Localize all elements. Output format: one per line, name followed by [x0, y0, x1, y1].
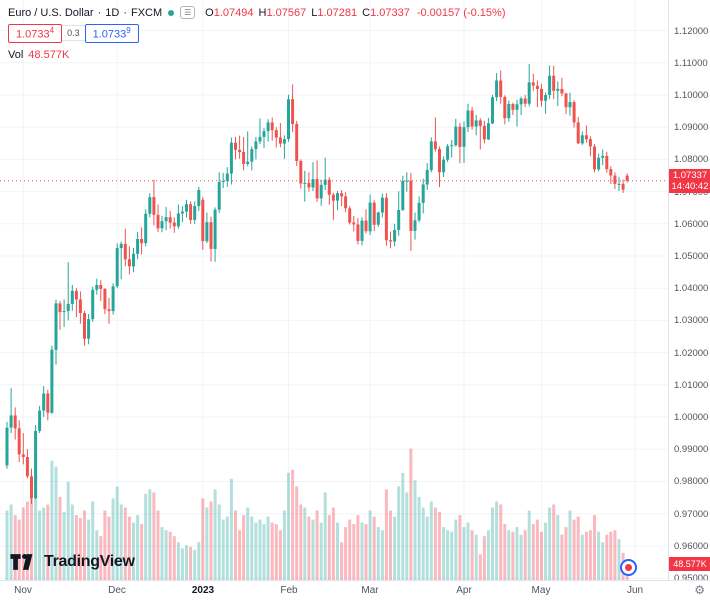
- bar-countdown: 14:40:42: [671, 181, 709, 192]
- time-axis-label: Apr: [456, 585, 472, 596]
- legend-menu-icon[interactable]: ☰: [180, 6, 196, 19]
- price-axis-label: 1.06000: [674, 219, 709, 230]
- price-axis-label: 1.02000: [674, 348, 709, 359]
- spread-value: 0.3: [62, 25, 85, 42]
- tradingview-logo-text: TradingView: [44, 553, 135, 570]
- low-value: 1.07281: [317, 6, 358, 19]
- current-price-label: 1.07337 14:40:42: [669, 169, 710, 193]
- sell-price-button[interactable]: 1.07334: [8, 24, 63, 43]
- close-value: 1.07337: [370, 6, 410, 19]
- exchange-label: FXCM: [131, 6, 163, 19]
- close-label: C: [362, 6, 371, 19]
- time-axis-label: Mar: [361, 585, 379, 596]
- price-axis-label: 1.10000: [674, 90, 709, 101]
- price-axis-label: 0.95000: [674, 573, 709, 580]
- price-axis-label: 1.09000: [674, 122, 709, 133]
- price-axis-label: 1.11000: [674, 58, 708, 69]
- symbol-title[interactable]: Euro / U.S. Dollar: [8, 6, 94, 19]
- price-axis-label: 1.04000: [674, 283, 709, 294]
- volume-axis-label: 48.577K: [669, 557, 710, 571]
- ohlc-readout: O1.07494 H1.07567 L1.07281 C1.07337 -0.0…: [205, 7, 505, 19]
- legend-separator: ·: [123, 6, 127, 19]
- price-axis-label: 1.08000: [674, 154, 709, 165]
- tradingview-logo[interactable]: TradingView: [8, 551, 135, 573]
- interval-label: 1D: [105, 6, 120, 19]
- low-label: L: [311, 6, 318, 19]
- price-axis-label: 0.99000: [674, 444, 709, 455]
- time-axis-label: Jun: [626, 585, 644, 596]
- time-axis-label: Nov: [14, 585, 32, 596]
- price-axis-label: 1.12000: [674, 26, 709, 37]
- time-axis-label: May: [531, 585, 551, 596]
- price-axis-label: 1.01000: [674, 380, 709, 391]
- buy-price-button[interactable]: 1.07339: [84, 24, 139, 43]
- tradingview-logo-icon: [10, 553, 33, 570]
- market-open-dot-icon: [168, 9, 175, 16]
- legend-separator: ·: [97, 6, 102, 19]
- price-axis-label: 0.97000: [674, 509, 709, 520]
- price-axis-label: 1.03000: [674, 315, 709, 326]
- time-axis-label: Feb: [280, 585, 298, 596]
- price-axis[interactable]: 1.07337 14:40:42 48.577K 1.12000 1.11000 1…: [668, 0, 710, 580]
- time-axis-label: Dec: [108, 585, 126, 596]
- volume-indicator-row: Vol 48.577K: [8, 49, 506, 61]
- time-axis-settings-gear-icon[interactable]: ⚙: [694, 583, 705, 597]
- price-axis-label: 1.00000: [674, 412, 709, 423]
- price-axis-label: 0.98000: [674, 476, 709, 487]
- open-label: O: [205, 6, 214, 19]
- volume-indicator-label[interactable]: Vol: [8, 48, 24, 61]
- sell-price-pip: 4: [49, 26, 55, 35]
- current-price-value: 1.07337: [672, 170, 708, 181]
- high-label: H: [258, 6, 267, 19]
- buy-price-pip: 9: [126, 26, 131, 35]
- time-axis-label: 2023: [191, 585, 215, 596]
- price-axis-label: 1.05000: [674, 251, 709, 262]
- broker-logo-icon[interactable]: [620, 559, 637, 576]
- change-value: -0.00157 (-0.15%): [416, 6, 506, 19]
- volume-indicator-value: 48.577K: [28, 48, 70, 61]
- price-axis-label: 0.96000: [674, 541, 709, 552]
- time-axis[interactable]: ⚙ Nov Dec 2023 Feb Mar Apr May Jun: [0, 580, 710, 600]
- candlestick-chart-canvas[interactable]: [0, 0, 668, 580]
- chart-pane[interactable]: Euro / U.S. Dollar · 1D · FXCM ☰ O1.0749…: [0, 0, 668, 580]
- chart-legend: Euro / U.S. Dollar · 1D · FXCM ☰ O1.0749…: [8, 6, 506, 61]
- high-value: 1.07567: [266, 6, 307, 19]
- open-value: 1.07494: [213, 6, 254, 19]
